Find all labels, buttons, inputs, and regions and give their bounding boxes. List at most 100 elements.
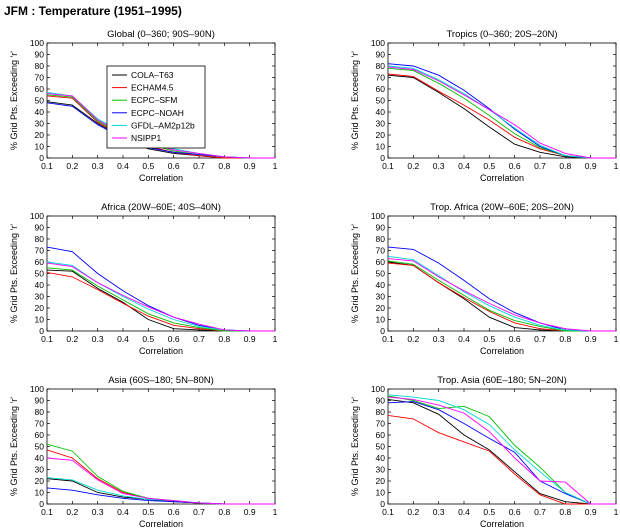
x-tick-label: 0.9 bbox=[585, 161, 597, 171]
y-tick-label: 30 bbox=[35, 465, 45, 475]
y-tick-label: 60 bbox=[35, 84, 45, 94]
legend-label: NSIPP1 bbox=[131, 133, 162, 143]
x-tick-label: 0.9 bbox=[244, 507, 256, 517]
series-line-3 bbox=[46, 443, 275, 505]
y-tick-label: 100 bbox=[30, 384, 44, 394]
y-tick-label: 90 bbox=[35, 396, 45, 406]
series-line-3 bbox=[387, 395, 616, 505]
y-tick-label: 70 bbox=[376, 246, 386, 256]
series-line-2 bbox=[46, 95, 275, 159]
series-line-6 bbox=[46, 262, 275, 332]
x-tick-label: 0.5 bbox=[142, 507, 154, 517]
x-tick-label: 0.4 bbox=[458, 161, 470, 171]
panel-title: Asia (60S–180; 5N–80N) bbox=[108, 375, 214, 386]
y-tick-label: 10 bbox=[35, 315, 45, 325]
y-tick-label: 70 bbox=[376, 73, 386, 83]
y-tick-label: 100 bbox=[371, 384, 385, 394]
x-tick-label: 0.9 bbox=[244, 161, 256, 171]
figure-title: JFM : Temperature (1951–1995) bbox=[4, 4, 182, 18]
x-tick-label: 0.8 bbox=[559, 507, 571, 517]
y-tick-label: 70 bbox=[376, 419, 386, 429]
x-tick-label: 0.5 bbox=[142, 334, 154, 344]
y-tick-label: 70 bbox=[35, 246, 45, 256]
series-line-5 bbox=[387, 394, 616, 505]
x-tick-label: 0.7 bbox=[193, 161, 205, 171]
x-tick-label: 1 bbox=[273, 507, 278, 517]
x-tick-label: 0.7 bbox=[193, 334, 205, 344]
y-tick-label: 50 bbox=[35, 269, 45, 279]
x-tick-label: 0.1 bbox=[382, 507, 394, 517]
series-line-2 bbox=[387, 262, 616, 332]
series-line-3 bbox=[46, 267, 275, 332]
x-tick-label: 0.8 bbox=[218, 507, 230, 517]
series-line-6 bbox=[387, 258, 616, 332]
y-tick-label: 100 bbox=[30, 211, 44, 221]
y-tick-label: 50 bbox=[376, 442, 386, 452]
x-tick-label: 0.2 bbox=[407, 161, 419, 171]
y-tick-label: 0 bbox=[380, 153, 385, 163]
x-tick-label: 0.3 bbox=[433, 161, 445, 171]
x-tick-label: 0.3 bbox=[433, 334, 445, 344]
y-tick-label: 60 bbox=[35, 257, 45, 267]
y-tick-label: 20 bbox=[376, 303, 386, 313]
x-tick-label: 0.6 bbox=[509, 334, 521, 344]
x-tick-label: 0.4 bbox=[458, 334, 470, 344]
y-axis-label: % Grid Pts. Exceeding 'r' bbox=[9, 397, 19, 496]
y-tick-label: 0 bbox=[380, 326, 385, 336]
series-line-1 bbox=[387, 74, 616, 159]
x-tick-label: 0.3 bbox=[433, 507, 445, 517]
x-tick-label: 0.6 bbox=[509, 161, 521, 171]
y-tick-label: 80 bbox=[35, 234, 45, 244]
series-line-3 bbox=[387, 260, 616, 332]
x-tick-label: 0.3 bbox=[92, 334, 104, 344]
x-tick-label: 0.1 bbox=[382, 161, 394, 171]
x-tick-label: 0.4 bbox=[458, 507, 470, 517]
series-line-2 bbox=[46, 271, 275, 332]
x-tick-label: 0.5 bbox=[483, 334, 495, 344]
y-tick-label: 60 bbox=[376, 84, 386, 94]
x-tick-label: 0.2 bbox=[66, 161, 78, 171]
y-tick-label: 10 bbox=[35, 488, 45, 498]
y-tick-label: 0 bbox=[39, 326, 44, 336]
x-tick-label: 0.8 bbox=[218, 334, 230, 344]
y-tick-label: 10 bbox=[376, 315, 386, 325]
plot-frame bbox=[387, 388, 617, 505]
series-line-1 bbox=[387, 398, 616, 505]
x-tick-label: 0.5 bbox=[483, 161, 495, 171]
y-tick-label: 50 bbox=[376, 96, 386, 106]
x-axis-label: Correlation bbox=[139, 173, 183, 183]
x-tick-label: 0.6 bbox=[509, 507, 521, 517]
series-line-6 bbox=[387, 66, 616, 159]
x-tick-label: 0.9 bbox=[585, 507, 597, 517]
y-tick-label: 40 bbox=[376, 280, 386, 290]
panel-title: Trop. Asia (60E–180; 5N–20N) bbox=[437, 375, 567, 386]
x-tick-label: 0.9 bbox=[585, 334, 597, 344]
legend-box bbox=[106, 65, 206, 149]
x-tick-label: 0.7 bbox=[534, 507, 546, 517]
y-tick-label: 60 bbox=[376, 257, 386, 267]
plot-frame bbox=[387, 42, 617, 159]
series-line-5 bbox=[387, 65, 616, 159]
x-tick-label: 1 bbox=[614, 334, 619, 344]
y-tick-label: 30 bbox=[376, 292, 386, 302]
x-tick-label: 0.5 bbox=[142, 161, 154, 171]
x-axis-label: Correlation bbox=[139, 346, 183, 356]
series-line-2 bbox=[46, 449, 275, 505]
x-tick-label: 0.4 bbox=[117, 334, 129, 344]
series-line-6 bbox=[387, 396, 616, 505]
y-tick-label: 50 bbox=[35, 96, 45, 106]
x-tick-label: 1 bbox=[614, 161, 619, 171]
legend: COLA–T63 ECHAM4.5 ECPC–SFM ECPC–NOAH GFDL–AM… bbox=[106, 65, 206, 149]
x-tick-label: 0.7 bbox=[534, 161, 546, 171]
x-tick-label: 0.3 bbox=[92, 507, 104, 517]
legend-label: ECHAM4.5 bbox=[131, 83, 174, 93]
y-tick-label: 90 bbox=[376, 396, 386, 406]
y-tick-label: 20 bbox=[35, 303, 45, 313]
legend-label: COLA–T63 bbox=[131, 70, 174, 80]
x-tick-label: 0.1 bbox=[382, 334, 394, 344]
panel-title: Africa (20W–60E; 40S–40N) bbox=[101, 202, 221, 213]
legend-label: ECPC–SFM bbox=[131, 95, 177, 105]
